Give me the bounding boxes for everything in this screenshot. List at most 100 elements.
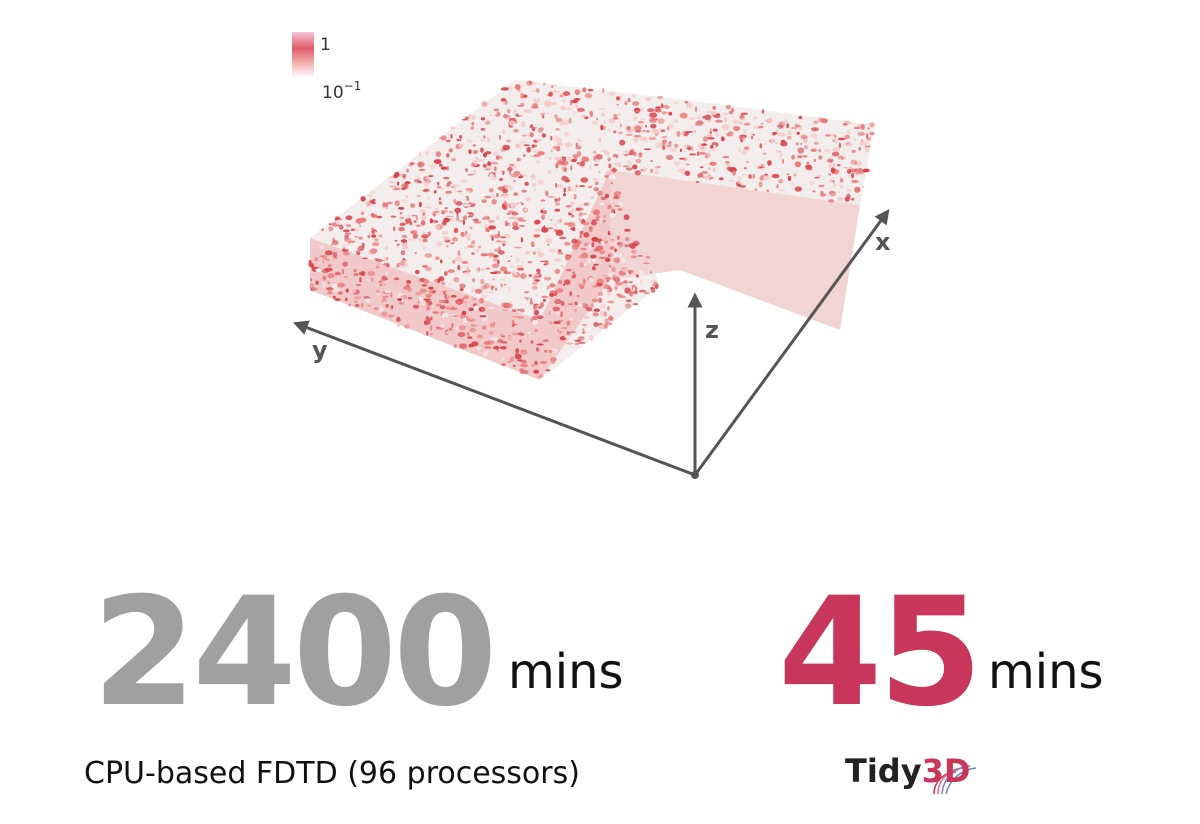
speckle-dot [513,171,521,176]
speckle-dot [800,134,808,140]
speckle-dot [576,161,581,165]
speckle-dot [482,163,488,168]
speckle-dot [647,108,654,113]
speckle-dot [588,88,594,92]
speckle-dot [480,128,486,131]
speckle-dot [643,148,652,151]
axis-origin [691,471,699,479]
speckle-dot [637,255,643,257]
speckle-dot [761,109,765,114]
speckle-dot [469,317,476,320]
speckle-dot [367,304,372,307]
speckle-dot [490,173,494,176]
speckle-dot [748,174,752,179]
speckle-dot [519,225,526,227]
speckle-dot [573,102,578,105]
speckle-dot [390,291,393,298]
speckle-dot [602,273,610,276]
speckle-dot [414,178,420,183]
speckle-dot [618,241,624,248]
speckle-dot [825,134,831,137]
speckle-dot [356,214,363,218]
speckle-dot [487,161,492,166]
speckle-dot [751,131,755,134]
speckle-dot [550,357,557,362]
speckle-dot [832,180,835,183]
speckle-dot [339,234,345,237]
speckle-dot [400,255,403,260]
speckle-dot [511,332,519,336]
speckle-dot [370,277,374,282]
speckle-dot [559,95,563,98]
speckle-dot [630,255,638,259]
speckle-dot [546,275,550,278]
speckle-dot [625,299,632,302]
speckle-dot [581,323,588,327]
speckle-dot [691,145,694,152]
speckle-dot [604,256,610,261]
speckle-dot [696,116,702,120]
speckle-dot [627,130,634,134]
speckle-dot [650,123,657,129]
speckle-dot [704,156,709,159]
speckle-dot [547,196,555,198]
speckle-dot [387,181,396,184]
speckle-dot [361,303,364,308]
speckle-dot [467,245,475,248]
speckle-dot [532,121,540,128]
speckle-dot [584,93,593,99]
speckle-dot [398,227,405,232]
speckle-dot [493,166,497,172]
speckle-dot [476,132,480,137]
speckle-dot [654,166,659,171]
speckle-dot [556,288,564,293]
speckle-dot [818,184,825,188]
speckle-dot [634,110,641,112]
speckle-dot [581,156,590,162]
speckle-dot [493,108,500,112]
speckle-dot [421,234,429,239]
speckle-dot [776,184,779,189]
speckle-dot [823,173,831,179]
speckle-dot [607,205,610,210]
speckle-dot [448,134,451,140]
speckle-dot [370,263,377,267]
speckle-dot [556,145,561,152]
speckle-dot [650,287,656,293]
speckle-dot [343,275,348,278]
speckle-dot [588,243,592,250]
speckle-dot [458,220,465,223]
speckle-dot [581,221,590,226]
speckle-dot [624,154,628,157]
speckle-dot [544,276,552,281]
speckle-dot [553,321,561,325]
speckle-dot [547,308,554,314]
speckle-dot [593,263,599,266]
speckle-dot [615,281,624,286]
speckle-dot [342,229,350,233]
speckle-dot [368,194,373,197]
speckle-dot [563,193,566,197]
speckle-dot [496,193,499,197]
speckle-dot [790,130,798,135]
speckle-dot [468,328,477,333]
speckle-dot [503,200,507,206]
speckle-dot [447,203,451,209]
speckle-dot [407,297,413,300]
field-plot: 1 10−1 y z x [292,32,891,479]
speckle-dot [823,191,827,194]
speckle-dot [541,331,549,336]
speckle-dot [396,243,400,246]
speckle-dot [551,361,556,364]
x-axis-line [693,208,890,476]
speckle-dot [418,201,422,208]
speckle-dot [803,190,807,194]
speckle-dot [396,245,399,249]
speckle-dot [754,188,758,191]
speckle-dot [519,141,528,144]
speckle-dot [600,124,604,131]
speckle-dot [370,201,375,204]
speckle-dot [436,282,440,287]
speckle-dot [854,186,861,193]
speckle-dot [573,297,582,303]
